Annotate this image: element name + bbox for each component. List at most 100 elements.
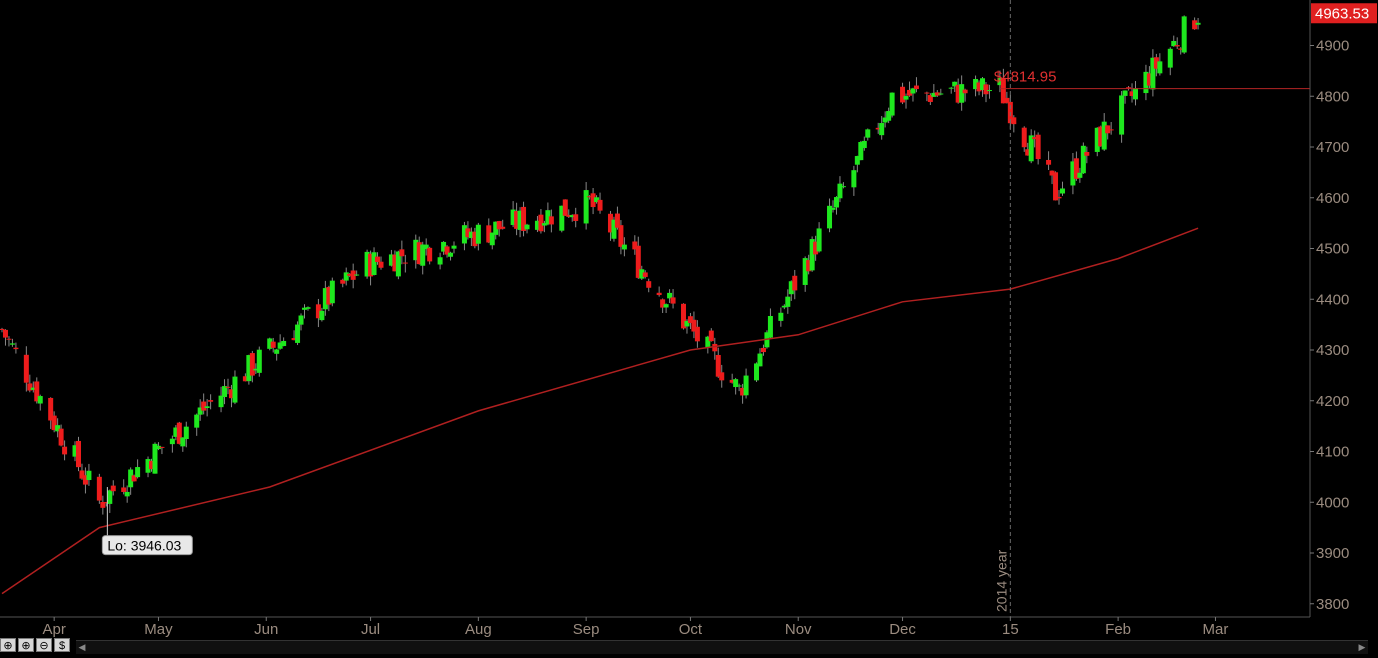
candle-body <box>924 92 930 94</box>
candle-body <box>1146 73 1152 86</box>
candle-body <box>1049 170 1055 176</box>
candle-body <box>437 257 443 265</box>
candle-body <box>607 213 613 233</box>
candle-body <box>708 330 714 342</box>
candle-body <box>882 117 888 123</box>
candle-body <box>183 426 189 440</box>
candle-body <box>1174 45 1180 47</box>
candle-body <box>538 214 544 232</box>
candle-body <box>559 205 565 231</box>
candle-body <box>875 127 881 130</box>
candle-body <box>55 425 61 432</box>
x-tick-label: Feb <box>1105 621 1131 638</box>
candle-body <box>778 312 784 321</box>
candle-body <box>1178 48 1184 50</box>
candle-body <box>225 386 231 388</box>
zoom-out-icon[interactable]: ⊖ <box>36 638 52 652</box>
candle-body <box>541 223 547 226</box>
candle-body <box>886 111 892 121</box>
candle-body <box>465 228 471 238</box>
candle-body <box>903 96 909 100</box>
y-tick-label: 4900 <box>1316 38 1349 55</box>
candle-body <box>201 401 207 411</box>
candle-body <box>1080 145 1086 174</box>
candle-body <box>562 199 568 216</box>
candle-body <box>319 310 325 321</box>
candle-body <box>228 389 234 399</box>
scroll-right-arrow-icon[interactable]: ▶ <box>1358 642 1366 652</box>
chart-toolbar: ⊕ ⊕ ⊖ $ <box>0 637 70 653</box>
candle-body <box>218 395 224 408</box>
candle-body <box>135 467 141 478</box>
candle-body <box>948 87 954 89</box>
candle-body <box>1171 40 1177 47</box>
candle-body <box>96 476 102 501</box>
candle-body <box>253 368 259 371</box>
candle-body <box>740 387 746 396</box>
candle-body <box>910 88 916 94</box>
x-tick-label: Jul <box>361 621 380 638</box>
candle-body <box>489 232 495 246</box>
candle-body <box>781 305 787 308</box>
candle-body <box>30 387 36 390</box>
candle-body <box>827 205 833 229</box>
candle-body <box>131 475 137 482</box>
candle-body <box>475 224 481 244</box>
candle-body <box>1046 159 1052 165</box>
candle-body <box>889 92 895 116</box>
candle-body <box>980 78 986 90</box>
candle-body <box>736 385 742 387</box>
candle-body <box>315 304 321 319</box>
candle-body <box>472 231 478 247</box>
last-price-badge <box>1311 3 1377 24</box>
candle-body <box>169 438 175 445</box>
candle-body <box>62 446 68 455</box>
candle-body <box>413 239 419 261</box>
candle-body <box>427 247 433 262</box>
candle-body <box>1053 172 1059 201</box>
y-tick-label: 4200 <box>1316 393 1349 410</box>
horizontal-scrollbar[interactable]: ◀ ▶ <box>76 640 1368 654</box>
candle-body <box>371 252 377 275</box>
candle-body <box>194 414 200 428</box>
candle-body <box>486 225 492 243</box>
candle-body <box>1153 57 1159 69</box>
zoom-in-icon[interactable]: ⊕ <box>0 638 16 652</box>
candle-body <box>291 338 297 341</box>
candle-body <box>792 275 798 291</box>
zoom-reset-icon[interactable]: ⊕ <box>18 638 34 652</box>
candle-body <box>1101 121 1107 150</box>
candle-body <box>197 407 203 415</box>
candle-body <box>840 186 846 188</box>
candle-body <box>222 386 228 398</box>
y-tick-label: 4500 <box>1316 241 1349 258</box>
candle-body <box>82 475 88 485</box>
candle-body <box>712 343 718 352</box>
y-tick-label: 4400 <box>1316 291 1349 308</box>
candle-body <box>378 261 384 268</box>
candle-body <box>959 84 965 103</box>
candle-body <box>1011 117 1017 125</box>
candle-body <box>1143 71 1149 94</box>
x-tick-label: Aug <box>465 621 492 638</box>
scroll-left-arrow-icon[interactable]: ◀ <box>78 642 86 652</box>
y-tick-label: 3900 <box>1316 545 1349 562</box>
y-tick-label: 3800 <box>1316 596 1349 613</box>
year-marker-label: 2014 year <box>993 549 1009 612</box>
candle-body <box>121 487 127 492</box>
candle-body <box>614 213 620 228</box>
candle-body <box>861 140 867 149</box>
y-tick-label: 4700 <box>1316 139 1349 156</box>
candle-body <box>639 269 645 279</box>
candle-body <box>1195 22 1201 25</box>
candle-body <box>913 85 919 90</box>
candle-body <box>851 170 857 188</box>
moving-average-layer <box>1 227 1199 595</box>
candle-body <box>830 207 836 210</box>
reference-level-label: $4814.95 <box>994 69 1057 86</box>
candle-body <box>232 376 238 403</box>
dollar-icon[interactable]: $ <box>54 638 70 652</box>
candle-body <box>496 221 502 230</box>
